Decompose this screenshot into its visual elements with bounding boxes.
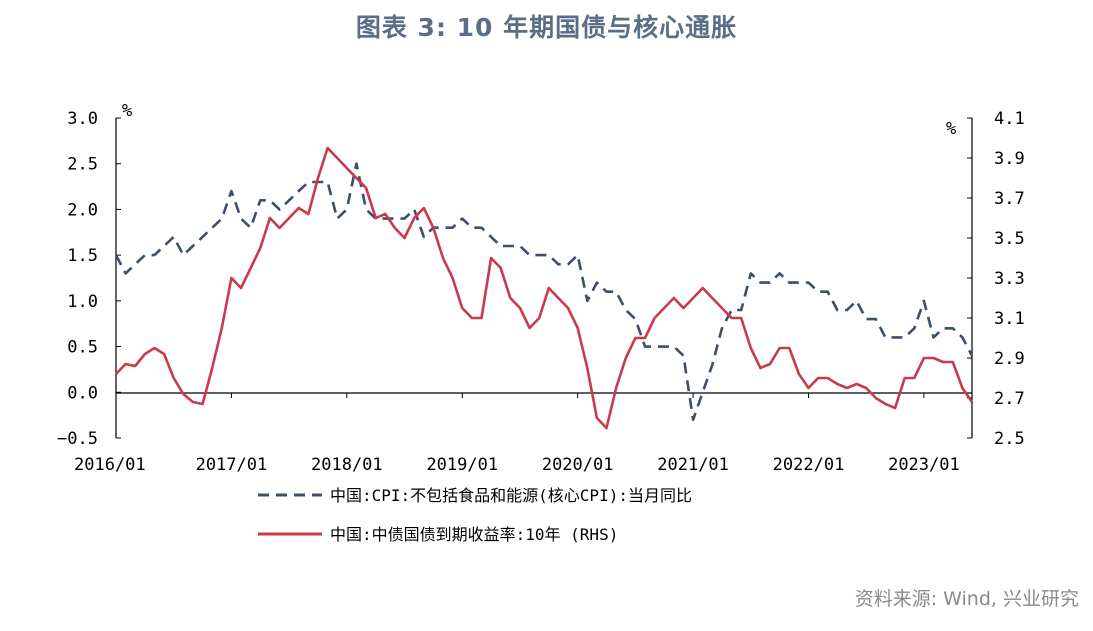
legend-label: 中国:中债国债到期收益率:10年 (RHS) (330, 525, 618, 544)
right-tick-label: 3.5 (994, 229, 1025, 249)
x-tick-label: 2020/01 (542, 455, 614, 475)
x-tick-label: 2019/01 (426, 455, 498, 475)
right-tick-label: 3.1 (994, 309, 1025, 329)
left-tick-label: 1.0 (67, 292, 98, 312)
x-tick-label: 2023/01 (888, 455, 960, 475)
right-tick-label: 2.7 (994, 389, 1025, 409)
left-tick-label: 2.0 (67, 200, 98, 220)
x-tick-label: 2018/01 (311, 455, 383, 475)
right-tick-label: 2.9 (994, 349, 1025, 369)
chart-title: 图表 3: 10 年期国债与核心通胀 (355, 13, 738, 42)
right-tick-label: 3.7 (994, 189, 1025, 209)
right-tick-label: 2.5 (994, 429, 1025, 449)
left-tick-label: 3.0 (67, 109, 98, 129)
left-tick-label: −0.5 (57, 429, 98, 449)
right-tick-label: 3.3 (994, 269, 1025, 289)
left-axis-unit: % (122, 101, 132, 121)
legend-label: 中国:CPI:不包括食品和能源(核心CPI):当月同比 (330, 486, 692, 505)
left-tick-label: 1.5 (67, 246, 98, 266)
core-cpi-line (114, 162, 974, 422)
right-tick-label: 3.9 (994, 149, 1025, 169)
left-tick-label: 0.5 (67, 338, 98, 358)
bond-yield-line (115, 146, 974, 430)
left-tick-label: 0.0 (67, 383, 98, 403)
right-tick-label: 4.1 (994, 109, 1025, 129)
right-axis-unit: % (946, 119, 956, 139)
x-tick-label: 2017/01 (196, 455, 268, 475)
source-note: 资料来源: Wind, 兴业研究 (854, 588, 1079, 610)
x-tick-label: 2022/01 (773, 455, 845, 475)
x-tick-label: 2016/01 (74, 455, 146, 475)
left-tick-label: 2.5 (67, 155, 98, 175)
x-tick-label: 2021/01 (657, 455, 729, 475)
